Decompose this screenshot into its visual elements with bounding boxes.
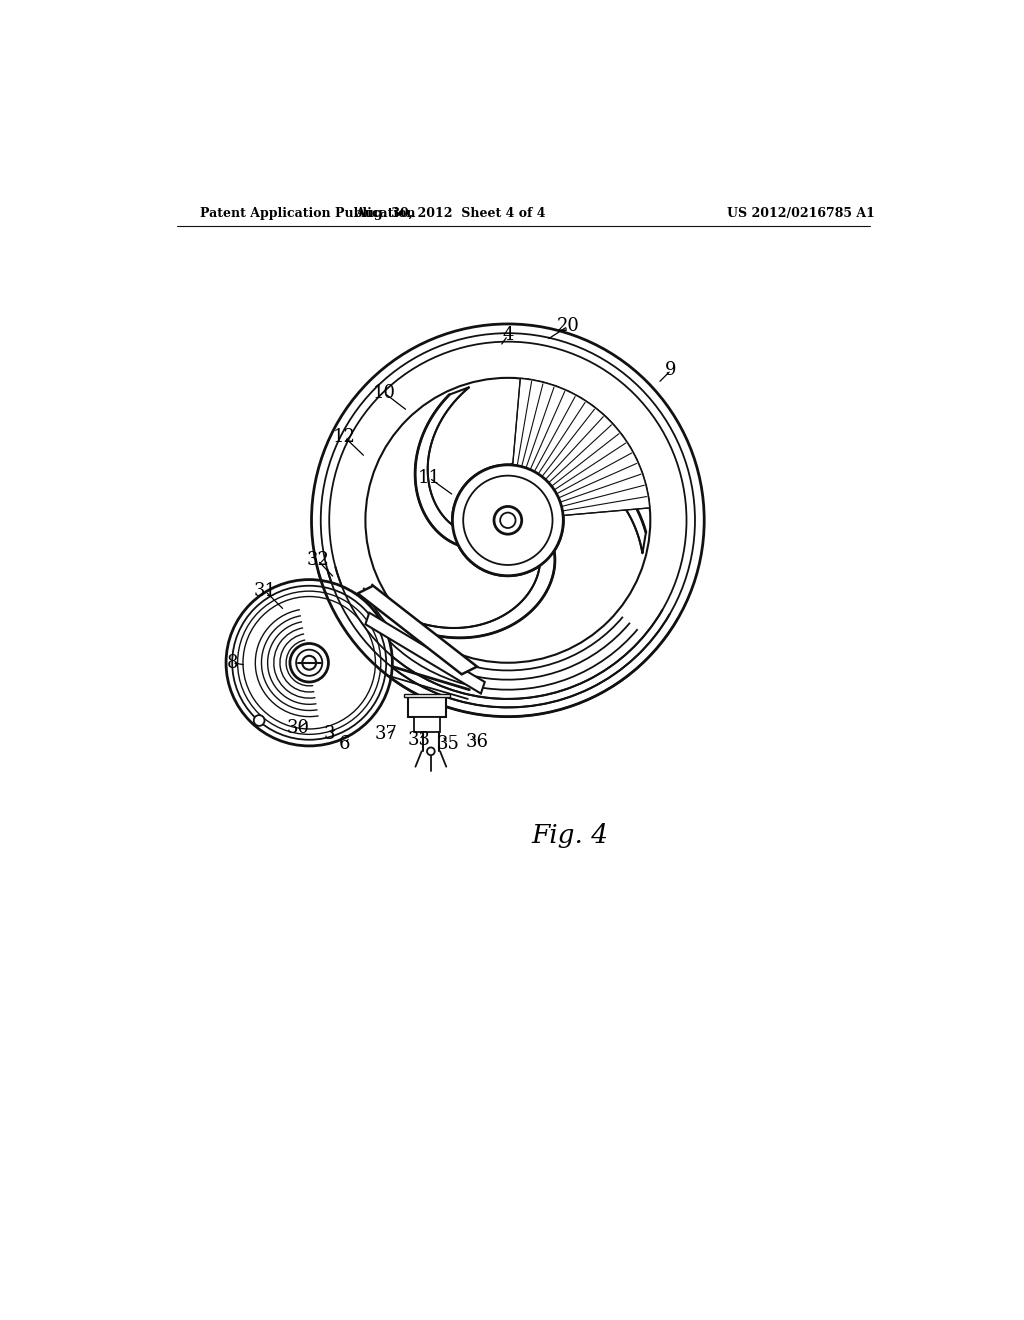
Polygon shape [513, 379, 650, 516]
Text: Aug. 30, 2012  Sheet 4 of 4: Aug. 30, 2012 Sheet 4 of 4 [355, 207, 546, 220]
Text: 31: 31 [254, 582, 276, 601]
Polygon shape [414, 717, 440, 733]
Text: 37: 37 [375, 726, 397, 743]
Polygon shape [508, 451, 646, 553]
Circle shape [494, 507, 521, 535]
Circle shape [226, 579, 392, 746]
Circle shape [254, 715, 264, 726]
Text: 36: 36 [466, 733, 488, 751]
Text: 30: 30 [287, 719, 310, 737]
Text: 20: 20 [556, 317, 580, 335]
Polygon shape [408, 697, 446, 717]
Text: Fig. 4: Fig. 4 [531, 824, 608, 849]
Text: 35: 35 [436, 735, 459, 752]
Circle shape [453, 465, 563, 576]
Text: 12: 12 [333, 428, 356, 446]
Polygon shape [357, 586, 477, 675]
Text: Patent Application Publication: Patent Application Publication [200, 207, 416, 220]
Text: 33: 33 [408, 731, 431, 748]
Polygon shape [366, 612, 484, 693]
Text: 11: 11 [418, 469, 440, 487]
Text: 3: 3 [324, 726, 335, 743]
Text: 32: 32 [306, 552, 329, 569]
Text: 10: 10 [373, 384, 396, 403]
Polygon shape [412, 546, 555, 638]
Polygon shape [403, 693, 451, 697]
Polygon shape [415, 387, 469, 546]
Circle shape [290, 644, 329, 682]
Text: 4: 4 [502, 326, 514, 345]
Circle shape [427, 747, 435, 755]
Text: 8: 8 [226, 653, 238, 672]
Text: 6: 6 [339, 735, 350, 752]
Circle shape [453, 465, 563, 576]
Text: US 2012/0216785 A1: US 2012/0216785 A1 [727, 207, 876, 220]
Text: 9: 9 [666, 362, 677, 379]
